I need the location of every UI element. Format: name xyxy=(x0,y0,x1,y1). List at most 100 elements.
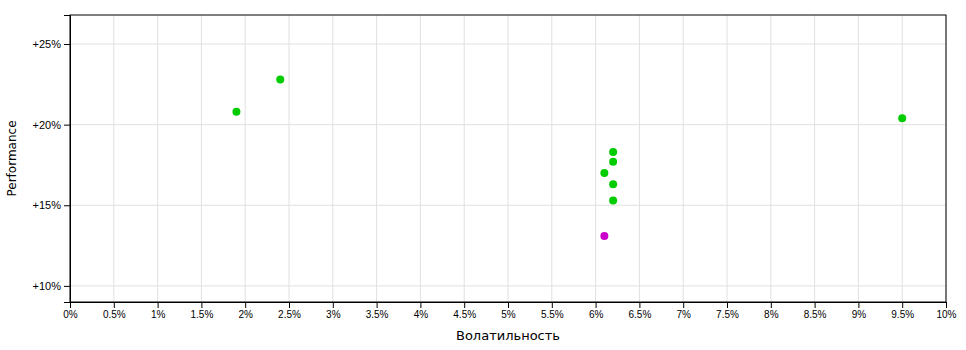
grid-line-x xyxy=(420,15,421,302)
x-tick-label: 9.5% xyxy=(891,309,914,320)
x-tick: 8.5% xyxy=(804,302,827,320)
grid-line-x xyxy=(289,15,290,302)
x-tick-mark xyxy=(858,302,859,308)
x-tick-mark xyxy=(201,302,202,308)
x-tick: 8% xyxy=(764,302,779,320)
series xyxy=(232,75,906,204)
x-tick-label: 5.5% xyxy=(541,309,564,320)
y-tick-label: +10% xyxy=(33,280,62,292)
point xyxy=(609,158,617,166)
x-tick-mark xyxy=(508,302,509,308)
x-tick-mark xyxy=(464,302,465,308)
x-tick-mark xyxy=(815,302,816,308)
x-tick-mark xyxy=(771,302,772,308)
y-tick-mark xyxy=(64,286,70,287)
grid xyxy=(70,15,946,302)
x-tick-mark xyxy=(158,302,159,308)
plot-frame xyxy=(70,15,946,302)
point xyxy=(276,75,284,83)
x-tick: 3% xyxy=(326,302,341,320)
y-tick-mark xyxy=(64,125,70,126)
point xyxy=(600,232,608,240)
x-tick: 1% xyxy=(151,302,166,320)
x-tick-mark xyxy=(289,302,290,308)
y-tick-label: +20% xyxy=(33,119,62,131)
x-tick: 0.5% xyxy=(103,302,126,320)
x-tick: 5.5% xyxy=(541,302,564,320)
grid-line-y xyxy=(70,285,946,286)
x-tick-label: 2% xyxy=(238,309,253,320)
x-tick-label: 6% xyxy=(589,309,604,320)
x-tick-label: 8.5% xyxy=(804,309,827,320)
x-tick-mark xyxy=(333,302,334,308)
x-tick: 3.5% xyxy=(366,302,389,320)
x-tick: 6% xyxy=(589,302,604,320)
x-tick-mark xyxy=(114,302,115,308)
grid-line-x xyxy=(727,15,728,302)
grid-line-x xyxy=(201,15,202,302)
grid-line-x xyxy=(332,15,333,302)
x-tick: 9% xyxy=(852,302,867,320)
x-tick-mark xyxy=(420,302,421,308)
x-tick-label: 7% xyxy=(676,309,691,320)
x-tick-mark xyxy=(245,302,246,308)
x-tick-label: 1.5% xyxy=(191,309,214,320)
grid-line-y xyxy=(70,205,946,206)
grid-line-x xyxy=(245,15,246,302)
x-tick-label: 8% xyxy=(764,309,779,320)
x-tick-mark xyxy=(902,302,903,308)
series xyxy=(600,232,608,240)
x-tick: 5% xyxy=(501,302,516,320)
x-tick-label: 7.5% xyxy=(716,309,739,320)
x-tick-label: 9% xyxy=(852,309,867,320)
x-tick: 2% xyxy=(238,302,253,320)
point xyxy=(609,180,617,188)
x-tick-label: 3% xyxy=(326,309,341,320)
x-tick-label: 0% xyxy=(63,309,78,320)
x-tick-mark xyxy=(377,302,378,308)
y-tick-mark xyxy=(64,205,70,206)
x-tick-mark xyxy=(946,302,947,308)
y-axis-title: Performance xyxy=(5,120,19,196)
x-tick: 9.5% xyxy=(891,302,914,320)
x-axis: 0%0.5%1%1.5%2%2.5%3%3.5%4%4.5%5%5.5%6%6.… xyxy=(63,302,956,320)
x-tick-label: 10% xyxy=(936,309,956,320)
x-tick-label: 0.5% xyxy=(103,309,126,320)
x-tick: 0% xyxy=(63,302,78,320)
x-tick-mark xyxy=(552,302,553,308)
point xyxy=(609,196,617,204)
x-tick: 4.5% xyxy=(453,302,476,320)
grid-line-x xyxy=(595,15,596,302)
x-tick-label: 2.5% xyxy=(278,309,301,320)
x-tick-label: 3.5% xyxy=(366,309,389,320)
plot-area: 0%0.5%1%1.5%2%2.5%3%3.5%4%4.5%5%5.5%6%6.… xyxy=(33,15,957,320)
x-tick: 2.5% xyxy=(278,302,301,320)
x-tick-label: 1% xyxy=(151,309,166,320)
x-tick-label: 5% xyxy=(501,309,516,320)
x-tick: 10% xyxy=(936,302,956,320)
point xyxy=(898,114,906,122)
x-tick-label: 6.5% xyxy=(629,309,652,320)
point xyxy=(232,108,240,116)
y-tick-mark xyxy=(64,44,70,45)
grid-line-x xyxy=(157,15,158,302)
point xyxy=(600,169,608,177)
grid-line-x xyxy=(464,15,465,302)
y-axis-line xyxy=(64,16,71,303)
y-tick-label: +15% xyxy=(33,199,62,211)
y-tick-label: +25% xyxy=(33,38,62,50)
x-tick: 6.5% xyxy=(629,302,652,320)
grid-line-x xyxy=(858,15,859,302)
grid-line-x xyxy=(683,15,684,302)
x-tick-mark xyxy=(727,302,728,308)
grid-line-x xyxy=(508,15,509,302)
grid-line-x xyxy=(376,15,377,302)
chart: 0%0.5%1%1.5%2%2.5%3%3.5%4%4.5%5%5.5%6%6.… xyxy=(0,0,966,350)
grid-line-x xyxy=(113,15,114,302)
x-tick: 7% xyxy=(676,302,691,320)
point xyxy=(609,148,617,156)
x-axis-line xyxy=(71,303,947,309)
x-tick-mark xyxy=(596,302,597,308)
grid-line-y xyxy=(70,124,946,125)
grid-line-x xyxy=(551,15,552,302)
